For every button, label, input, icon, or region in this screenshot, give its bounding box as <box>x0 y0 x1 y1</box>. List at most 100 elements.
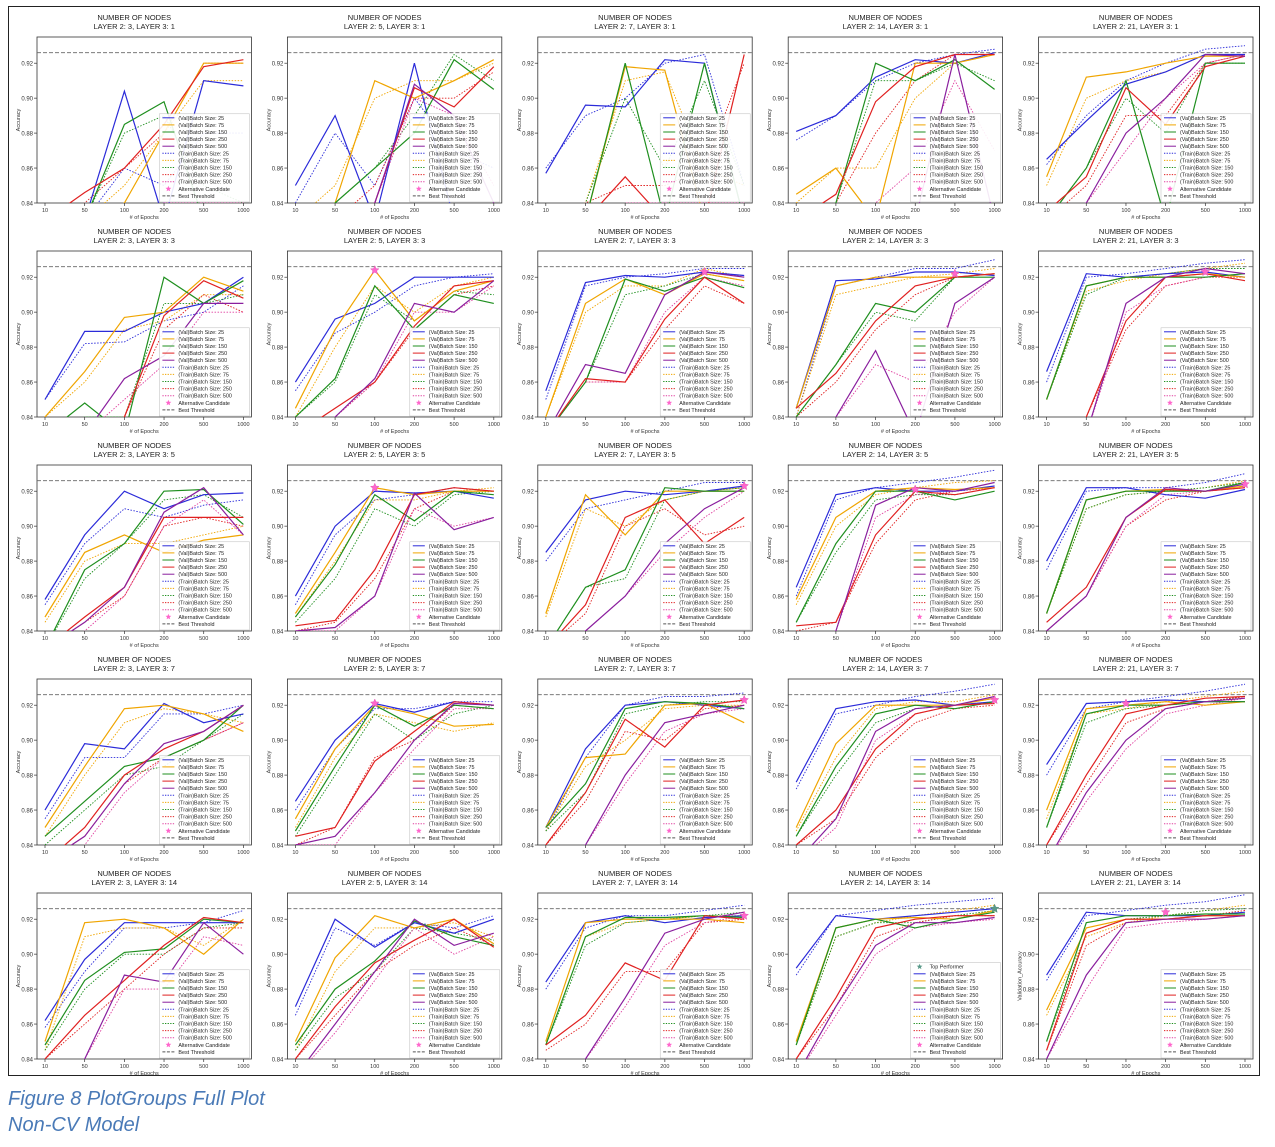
y-tick-label: 0.90 <box>522 97 534 103</box>
legend-marker <box>415 399 422 406</box>
legend-label: (Train)Batch Size: 150 <box>429 1022 482 1028</box>
y-tick-label: 0.88 <box>773 774 785 780</box>
train-series-line <box>545 268 745 400</box>
subplot-title: NUMBER OF NODES <box>598 13 672 22</box>
legend-label: (Val)Batch Size: 150 <box>178 772 227 778</box>
x-tick-label: 100 <box>621 850 630 856</box>
train-series-line <box>295 704 494 837</box>
val-series-line <box>1046 913 1245 1042</box>
y-tick-label: 0.86 <box>1023 595 1035 601</box>
x-axis-label: # of Epochs <box>130 429 159 435</box>
val-series-line <box>795 908 995 969</box>
y-tick-label: 0.84 <box>773 844 785 850</box>
legend-label: Alternative Candidate <box>178 401 230 407</box>
legend-label: (Val)Batch Size: 500 <box>679 572 728 578</box>
y-tick-label: 0.92 <box>21 918 33 924</box>
legend-label: (Train)Batch Size: 500 <box>178 1036 231 1042</box>
train-series-line <box>44 285 244 400</box>
val-series-line <box>811 695 995 845</box>
val-series-line <box>821 53 995 203</box>
series-layer <box>1038 259 1253 417</box>
legend-label: (Train)Batch Size: 500 <box>429 822 482 828</box>
y-tick-label: 0.92 <box>1023 490 1035 496</box>
train-series-line <box>83 722 244 845</box>
x-tick-label: 100 <box>1121 636 1130 642</box>
y-axis-label: Accuracy <box>517 108 523 131</box>
series-layer <box>287 908 502 1059</box>
x-tick-label: 10 <box>1044 422 1050 428</box>
train-series-line <box>795 469 995 597</box>
legend-label: (Val)Batch Size: 150 <box>429 558 478 564</box>
y-tick-label: 0.84 <box>773 630 785 636</box>
legend-label: (Val)Batch Size: 500 <box>178 786 227 792</box>
legend-marker <box>666 399 673 406</box>
legend-label: (Train)Batch Size: 75 <box>1180 372 1230 378</box>
legend-label: (Val)Batch Size: 250 <box>429 993 478 999</box>
legend-label: Alternative Candidate <box>178 829 230 835</box>
y-tick-label: 0.88 <box>272 774 284 780</box>
legend-label: (Train)Batch Size: 500 <box>429 394 482 400</box>
subplot-subtitle: LAYER 2: 14, LAYER 3: 1 <box>843 22 929 31</box>
legend-label: (Train)Batch Size: 75 <box>930 586 980 592</box>
legend-label: Best Threshold <box>178 1050 214 1056</box>
y-tick-label: 0.86 <box>773 167 785 173</box>
y-tick-label: 0.92 <box>21 62 33 68</box>
val-series-line <box>545 918 745 1042</box>
legend-marker <box>916 399 923 406</box>
legend-label: (Train)Batch Size: 75 <box>1180 1014 1230 1020</box>
x-tick-label: 10 <box>292 636 298 642</box>
legend-label: (Val)Batch Size: 150 <box>930 772 979 778</box>
y-tick-label: 0.90 <box>272 953 284 959</box>
train-series-line <box>545 268 745 417</box>
x-axis-label: # of Epochs <box>380 429 409 435</box>
legend-label: (Train)Batch Size: 500 <box>178 394 231 400</box>
y-tick-label: 0.90 <box>1023 525 1035 531</box>
legend-label: (Val)Batch Size: 75 <box>178 979 224 985</box>
x-tick-label: 50 <box>82 636 88 642</box>
x-tick-label: 50 <box>582 422 588 428</box>
x-tick-label: 100 <box>871 422 880 428</box>
alternative-candidate-star <box>370 698 380 708</box>
legend-label: (Val)Batch Size: 500 <box>178 572 227 578</box>
legend-label: (Val)Batch Size: 75 <box>429 337 475 343</box>
series-layer <box>788 469 1003 631</box>
legend-box <box>659 113 751 203</box>
x-tick-label: 1000 <box>237 422 249 428</box>
legend-label: (Train)Batch Size: 500 <box>429 180 482 186</box>
train-series-line <box>795 487 995 623</box>
y-tick-label: 0.88 <box>522 774 534 780</box>
legend-label: (Val)Batch Size: 500 <box>1180 572 1229 578</box>
legend-label: (Train)Batch Size: 250 <box>429 601 482 607</box>
legend-label: Alternative Candidate <box>679 615 731 621</box>
legend-label: (Train)Batch Size: 75 <box>930 158 980 164</box>
x-tick-label: 200 <box>660 850 669 856</box>
legend-label: (Val)Batch Size: 25 <box>429 330 475 336</box>
x-tick-label: 500 <box>1201 422 1210 428</box>
x-tick-label: 500 <box>700 422 709 428</box>
x-tick-label: 50 <box>1083 850 1089 856</box>
subplot-title: NUMBER OF NODES <box>598 655 672 664</box>
legend-label: (Train)Batch Size: 250 <box>178 173 231 179</box>
x-tick-label: 50 <box>1083 1064 1089 1070</box>
legend-label: (Val)Batch Size: 25 <box>1180 758 1226 764</box>
val-series-line <box>1046 915 1245 1051</box>
top-performer-star <box>989 903 1000 913</box>
legend-label: (Val)Batch Size: 75 <box>178 551 224 557</box>
train-series-line <box>83 294 244 417</box>
legend-label: (Train)Batch Size: 75 <box>429 1014 479 1020</box>
train-series-line <box>1046 473 1246 571</box>
x-tick-label: 500 <box>199 850 208 856</box>
x-tick-label: 10 <box>793 208 799 214</box>
legend-marker <box>666 613 673 620</box>
legend-label: (Val)Batch Size: 25 <box>429 758 475 764</box>
y-tick-label: 0.86 <box>522 809 534 815</box>
legend-label: (Train)Batch Size: 500 <box>1180 822 1233 828</box>
x-tick-label: 500 <box>950 208 959 214</box>
legend-label: (Val)Batch Size: 500 <box>1180 358 1229 364</box>
subplot-title: NUMBER OF NODES <box>348 869 422 878</box>
train-series-line <box>83 499 244 631</box>
legend-label: (Train)Batch Size: 75 <box>930 1014 980 1020</box>
legend-label: Alternative Candidate <box>178 187 230 193</box>
subplot-subtitle: LAYER 2: 14, LAYER 3: 3 <box>843 236 929 245</box>
